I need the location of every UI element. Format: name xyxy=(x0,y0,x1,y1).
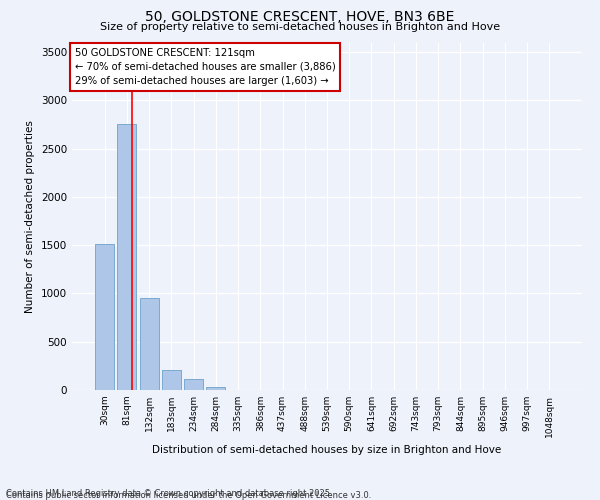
Bar xyxy=(140,298,158,390)
Bar xyxy=(184,379,203,390)
Bar xyxy=(118,124,136,390)
Bar xyxy=(206,387,225,390)
Text: 50 GOLDSTONE CRESCENT: 121sqm
← 70% of semi-detached houses are smaller (3,886)
: 50 GOLDSTONE CRESCENT: 121sqm ← 70% of s… xyxy=(74,48,335,86)
Bar xyxy=(162,370,181,390)
Bar xyxy=(95,244,114,390)
Text: Contains public sector information licensed under the Open Government Licence v3: Contains public sector information licen… xyxy=(6,491,371,500)
Text: Size of property relative to semi-detached houses in Brighton and Hove: Size of property relative to semi-detach… xyxy=(100,22,500,32)
Text: 50, GOLDSTONE CRESCENT, HOVE, BN3 6BE: 50, GOLDSTONE CRESCENT, HOVE, BN3 6BE xyxy=(145,10,455,24)
Y-axis label: Number of semi-detached properties: Number of semi-detached properties xyxy=(25,120,35,312)
Text: Contains HM Land Registry data © Crown copyright and database right 2025.: Contains HM Land Registry data © Crown c… xyxy=(6,488,332,498)
X-axis label: Distribution of semi-detached houses by size in Brighton and Hove: Distribution of semi-detached houses by … xyxy=(152,445,502,455)
